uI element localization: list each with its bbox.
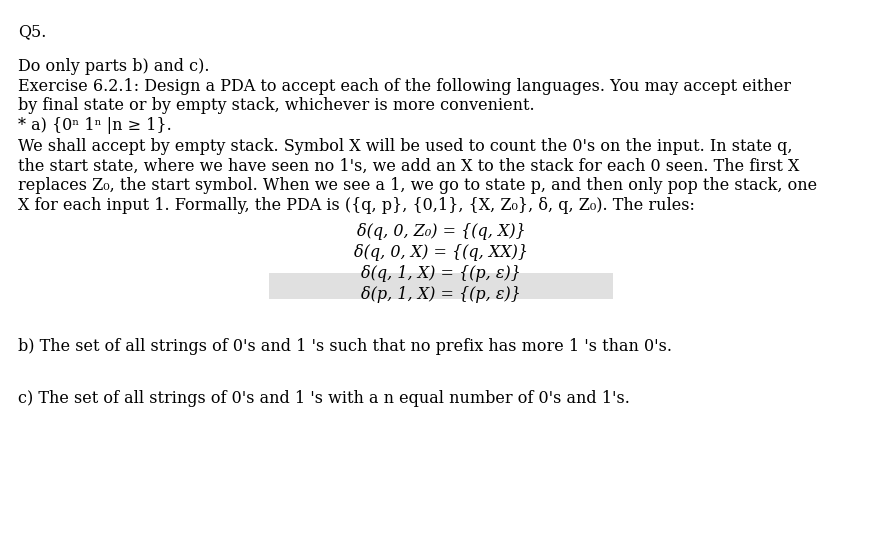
Text: δ(q, 1, X) = {(p, ε)}: δ(q, 1, X) = {(p, ε)}: [361, 265, 521, 282]
Text: δ(p, 1, X) = {(p, ε)}: δ(p, 1, X) = {(p, ε)}: [361, 286, 521, 303]
Text: * a) {0ⁿ 1ⁿ |n ≥ 1}.: * a) {0ⁿ 1ⁿ |n ≥ 1}.: [18, 117, 172, 134]
Text: by final state or by empty stack, whichever is more convenient.: by final state or by empty stack, whiche…: [18, 97, 534, 114]
Text: We shall accept by empty stack. Symbol X will be used to count the 0's on the in: We shall accept by empty stack. Symbol X…: [18, 138, 793, 155]
Text: b) The set of all strings of 0's and 1 's such that no prefix has more 1 's than: b) The set of all strings of 0's and 1 '…: [18, 338, 672, 355]
Text: c) The set of all strings of 0's and 1 's with a n equal number of 0's and 1's.: c) The set of all strings of 0's and 1 '…: [18, 390, 630, 407]
Text: replaces Z₀, the start symbol. When we see a 1, we go to state p, and then only : replaces Z₀, the start symbol. When we s…: [18, 177, 817, 194]
Text: Exercise 6.2.1: Design a PDA to accept each of the following languages. You may : Exercise 6.2.1: Design a PDA to accept e…: [18, 78, 791, 95]
Text: δ(q, 0, X) = {(q, XX)}: δ(q, 0, X) = {(q, XX)}: [354, 244, 528, 261]
Text: δ(q, 0, Z₀) = {(q, X)}: δ(q, 0, Z₀) = {(q, X)}: [357, 223, 525, 240]
FancyBboxPatch shape: [269, 273, 613, 299]
Text: X for each input 1. Formally, the PDA is ({q, p}, {0,1}, {X, Z₀}, δ, q, Z₀). The: X for each input 1. Formally, the PDA is…: [18, 197, 695, 214]
Text: the start state, where we have seen no 1's, we add an X to the stack for each 0 : the start state, where we have seen no 1…: [18, 158, 799, 175]
Text: Do only parts b) and c).: Do only parts b) and c).: [18, 58, 209, 75]
Text: Q5.: Q5.: [18, 23, 47, 40]
